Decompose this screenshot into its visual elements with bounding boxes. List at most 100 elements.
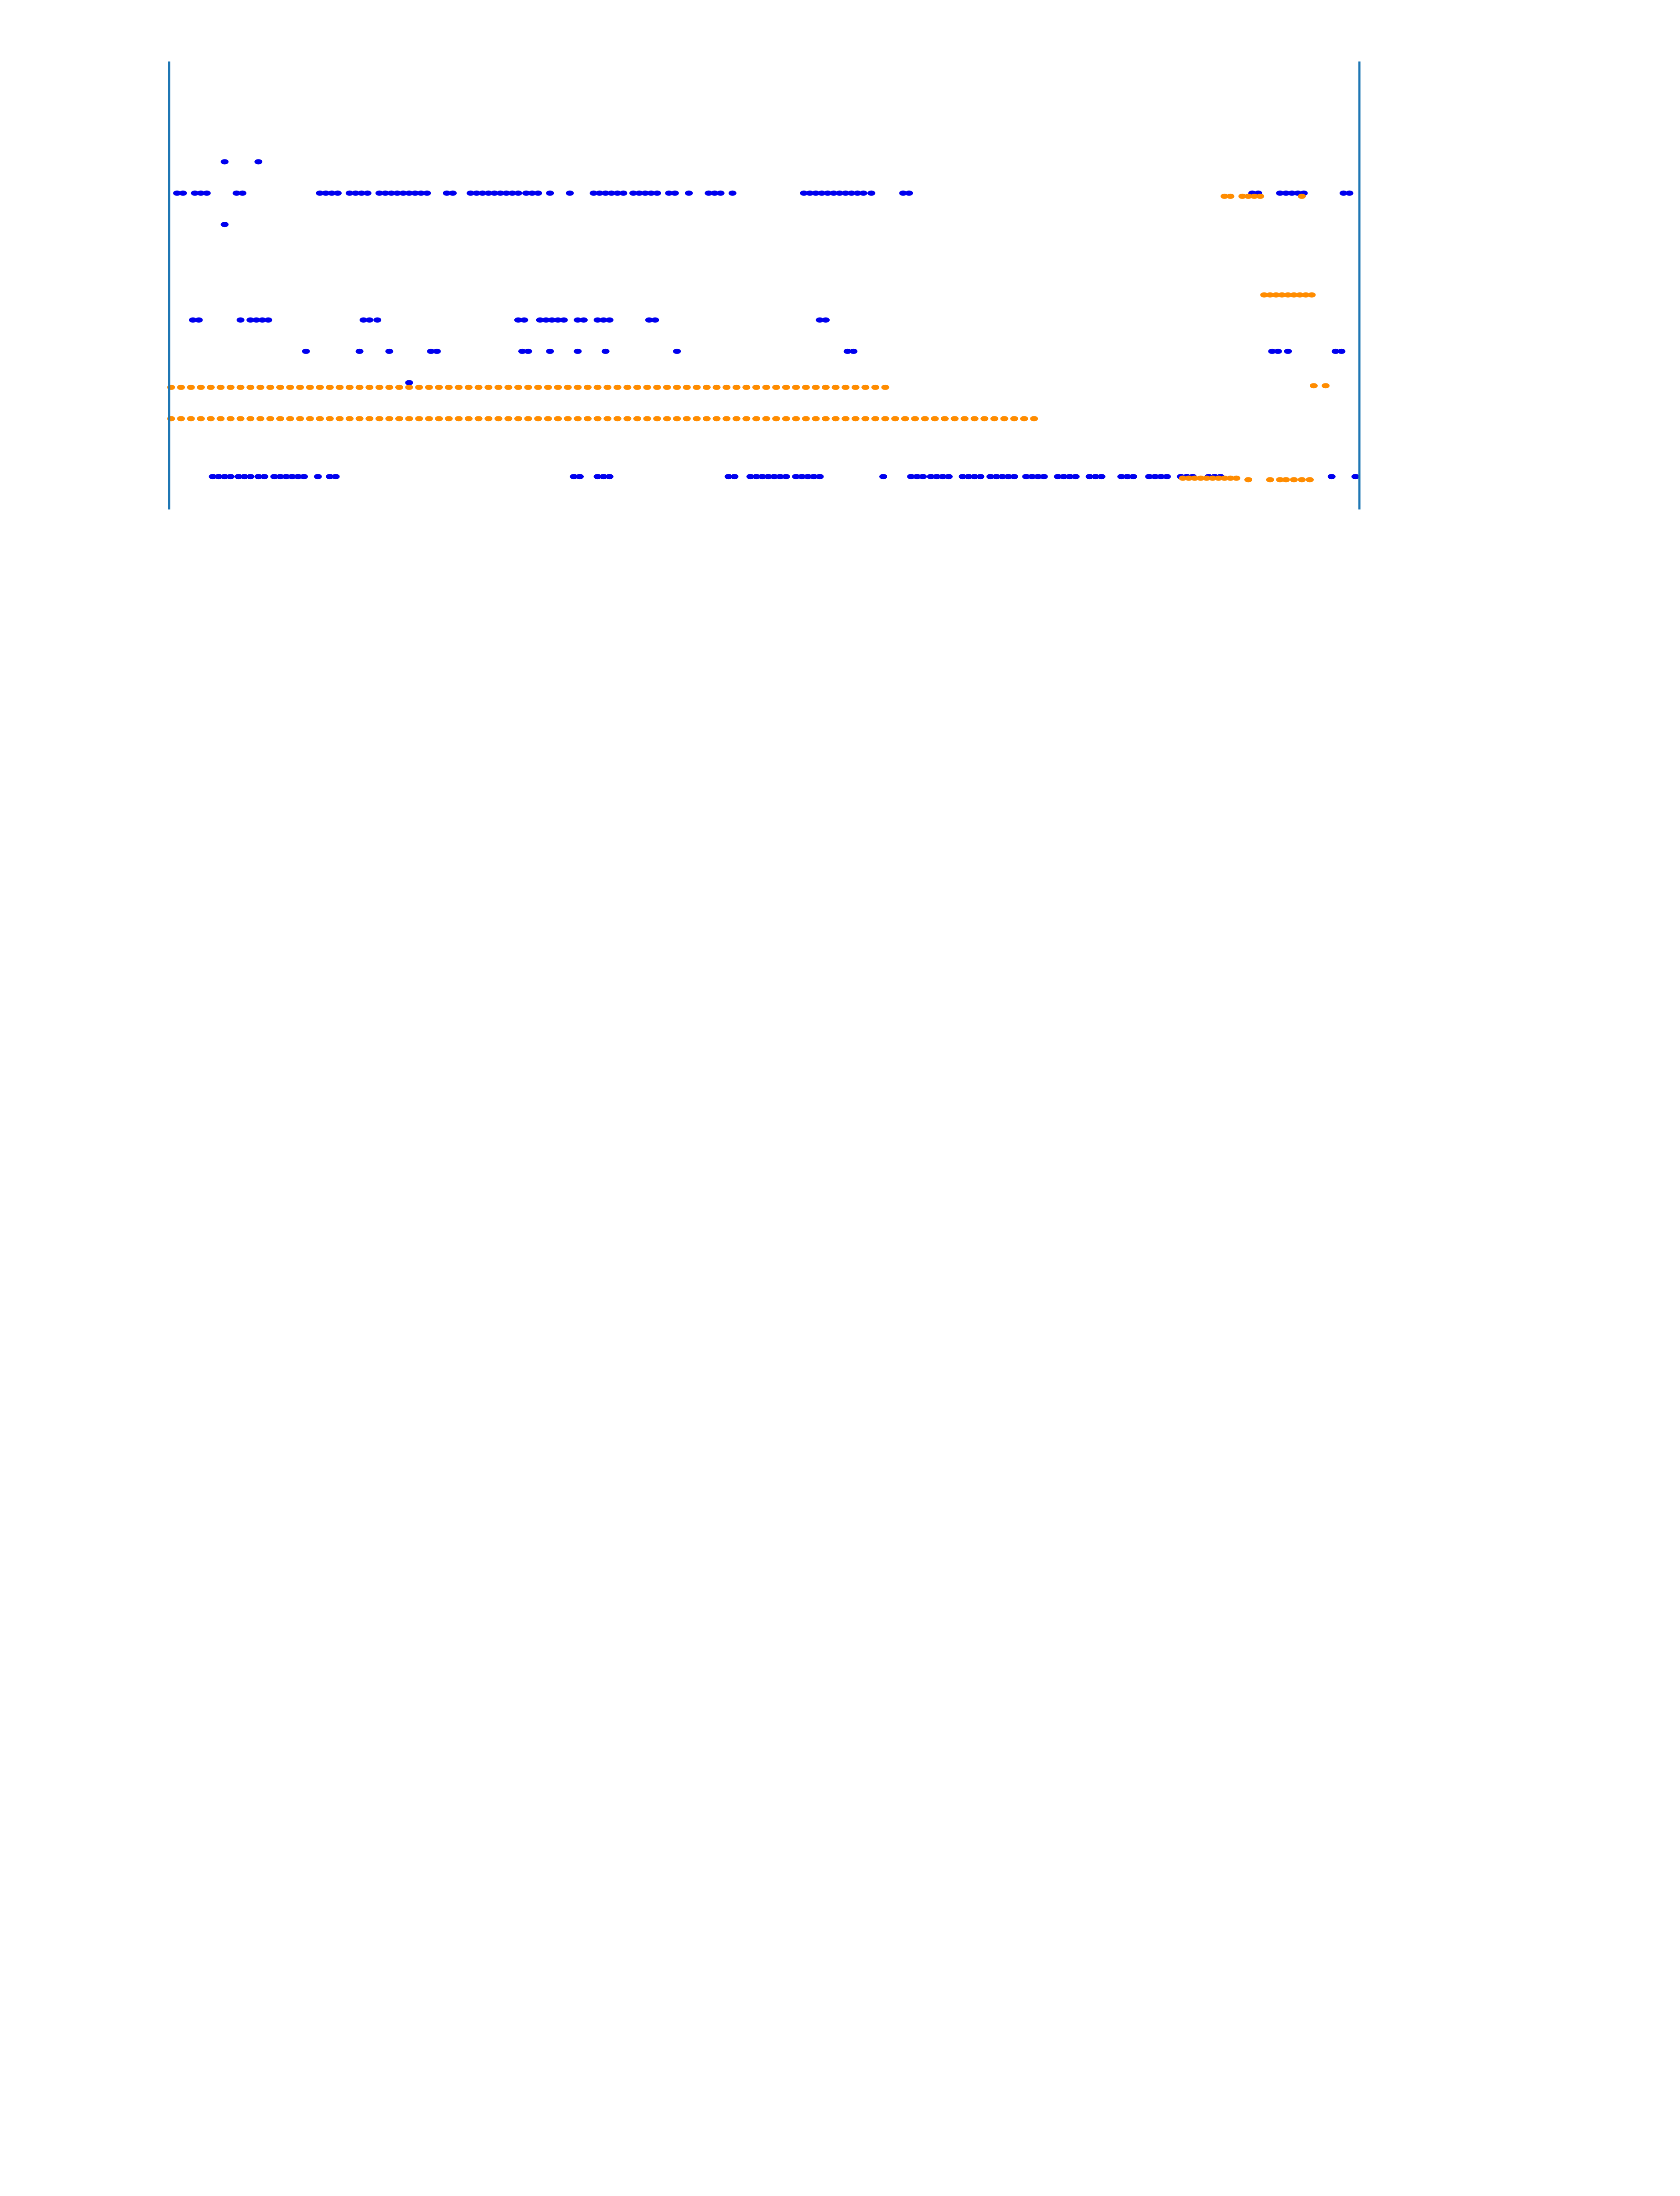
dq-flag-dot (752, 416, 760, 422)
dq-flag-dot (260, 474, 268, 480)
dq-flag-dot (395, 384, 403, 390)
dq-flag-dot (804, 474, 812, 480)
dq-flag-dot (1151, 474, 1159, 480)
dq-flag-dot (742, 384, 751, 390)
dq-flag-dot (548, 317, 556, 323)
dq-flag-dot (187, 416, 195, 422)
dq-flag-dot (596, 190, 604, 196)
dq-flag-dot (544, 384, 552, 390)
dq-flag-dot (314, 474, 322, 480)
dq-flag-dot (712, 384, 721, 390)
dq-flag-dot (1284, 292, 1292, 298)
dq-flag-dot (1282, 190, 1290, 196)
dq-flag-dot (976, 474, 985, 480)
dq-flag-dot (653, 384, 661, 390)
dq-flag-dot (792, 474, 800, 480)
dq-flag-dot (816, 317, 824, 323)
dq-flag-dot (316, 416, 324, 422)
dq-flag-dot (683, 384, 691, 390)
dq-flag-dot (496, 190, 505, 196)
dq-flag-dot (1272, 292, 1280, 298)
dq-flag-dot (520, 317, 528, 323)
dq-flag-dot (405, 416, 413, 422)
dq-flag-dot (1226, 193, 1235, 199)
dq-flag-dot (191, 190, 199, 196)
dq-flag-dot (206, 416, 215, 422)
dq-flag-dot (246, 474, 255, 480)
dq-flag-dot (1117, 474, 1125, 480)
dq-flag-dot (214, 474, 223, 480)
dq-flag-dot (336, 416, 344, 422)
dq-flag-dot (812, 190, 820, 196)
dq-flag-dot (958, 474, 967, 480)
dq-flag-dot (1250, 193, 1258, 199)
dq-flag-dot (514, 416, 522, 422)
dq-flag-dot (941, 416, 949, 422)
dq-flag-dot (276, 474, 284, 480)
dq-flag-dot (1310, 383, 1318, 389)
dq-flag-dot (206, 384, 215, 390)
dq-flag-dot (693, 416, 701, 422)
dq-flag-dot (415, 384, 423, 390)
dq-flag-dot (365, 384, 374, 390)
dq-flag-dot (1191, 475, 1199, 481)
dq-flag-dot (1339, 190, 1348, 196)
dq-flag-dot (252, 317, 260, 323)
dq-flag-dot (970, 474, 979, 480)
dq-flag-dot (1284, 348, 1292, 354)
dq-flag-dot (593, 474, 602, 480)
dq-flag-dot (1157, 474, 1165, 480)
dq-flag-dot (871, 384, 879, 390)
dq-flag-dot (375, 190, 383, 196)
dq-flag-dot (554, 317, 562, 323)
dq-flag-dot (842, 190, 850, 196)
dq-flag-dot (490, 190, 499, 196)
dq-flag-dot (703, 416, 711, 422)
dq-flag-dot (435, 384, 443, 390)
dq-flag-dot (355, 416, 364, 422)
dq-flag-dot (613, 384, 621, 390)
dq-flag-dot (881, 416, 889, 422)
dq-flag-dot (179, 190, 187, 196)
dq-flag-dot (1010, 416, 1019, 422)
dq-flag-dot (1030, 416, 1038, 422)
dq-flag-dot (580, 317, 588, 323)
dq-flag-dot (653, 190, 661, 196)
data-series (167, 159, 1359, 483)
dq-flag-dot (871, 416, 879, 422)
dq-flag-dot (1091, 474, 1100, 480)
dq-flag-dot (385, 348, 394, 354)
dq-flag-dot (593, 416, 602, 422)
dq-flag-dot (623, 384, 632, 390)
dq-flag-dot (227, 416, 235, 422)
dq-flag-dot (256, 416, 264, 422)
dq-flag-dot (980, 416, 989, 422)
dq-flag-dot (554, 384, 562, 390)
dq-flag-dot (601, 348, 610, 354)
dq-flag-dot (524, 416, 532, 422)
dq-flag-dot (1306, 477, 1314, 483)
dq-flag-dot (415, 416, 423, 422)
dq-flag-dot (693, 384, 701, 390)
dq-flag-dot (665, 190, 673, 196)
dq-flag-dot (899, 190, 907, 196)
dq-flag-dot (593, 317, 602, 323)
dq-flag-dot (1000, 416, 1008, 422)
dq-flag-dot (728, 190, 737, 196)
dq-flag-dot (465, 416, 473, 422)
dq-flag-dot (455, 384, 463, 390)
dq-flag-dot (246, 317, 255, 323)
dq-flag-dot (1290, 292, 1298, 298)
dq-flag-dot (444, 416, 453, 422)
dq-flag-dot (566, 190, 574, 196)
dq-flag-dot (294, 474, 302, 480)
dq-flag-dot (365, 416, 374, 422)
dq-flag-dot (435, 416, 443, 422)
dq-flag-dot (742, 416, 751, 422)
dq-flag-dot (423, 190, 431, 196)
dq-flag-dot (730, 474, 739, 480)
dq-flag-dot (939, 474, 947, 480)
dq-flag-dot (653, 416, 661, 422)
dq-flag-dot (1214, 475, 1223, 481)
dq-flag-dot (524, 384, 532, 390)
